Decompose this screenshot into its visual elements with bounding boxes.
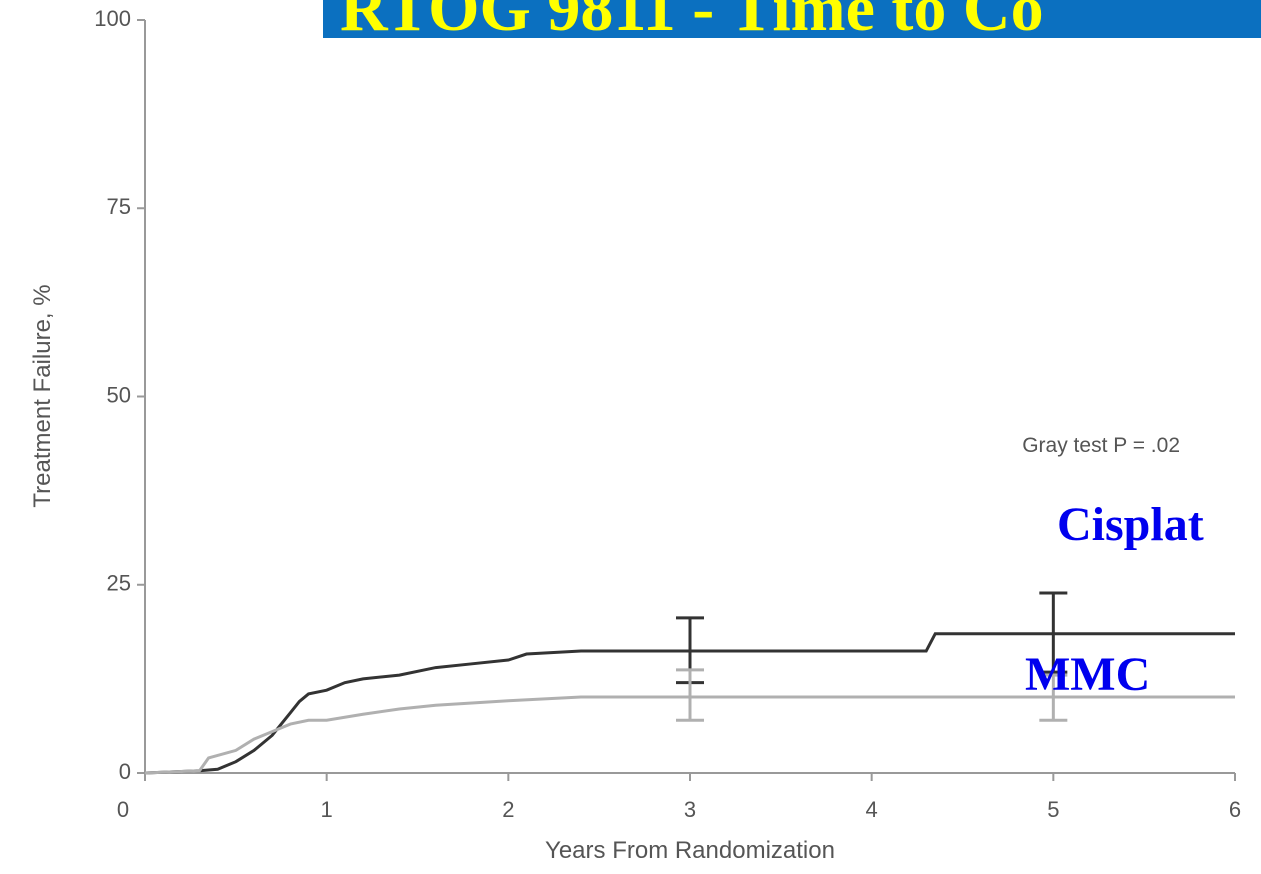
- x-tick-label: 2: [502, 797, 514, 822]
- series-label: Cisplat: [1057, 498, 1204, 551]
- annotation: Gray test P = .02: [1022, 434, 1180, 457]
- y-axis-label: Treatment Failure, %: [29, 284, 56, 507]
- x-tick-label: 4: [866, 797, 878, 822]
- series-label: MMC: [1025, 648, 1150, 701]
- x-tick-label: 0: [117, 797, 129, 822]
- y-tick-label: 50: [107, 382, 131, 407]
- x-tick-label: 6: [1229, 797, 1241, 822]
- title-banner: [323, 0, 1261, 38]
- error-bar: [1039, 591, 1068, 674]
- y-tick-label: 0: [119, 759, 131, 784]
- series-line: [144, 695, 1235, 775]
- error-bar: [1039, 673, 1068, 722]
- x-tick-label: 5: [1047, 797, 1059, 822]
- y-tick-label: 25: [107, 571, 131, 596]
- error-bar: [676, 668, 704, 722]
- chart-title: RTOG 9811 - Time to Co: [340, 0, 1044, 45]
- y-tick-label: 100: [94, 6, 131, 31]
- x-axis-label: Years From Randomization: [545, 837, 835, 864]
- x-tick-label: 1: [321, 797, 333, 822]
- x-tick-label: 3: [684, 797, 696, 822]
- series-line: [144, 632, 1235, 775]
- y-tick-label: 75: [107, 194, 131, 219]
